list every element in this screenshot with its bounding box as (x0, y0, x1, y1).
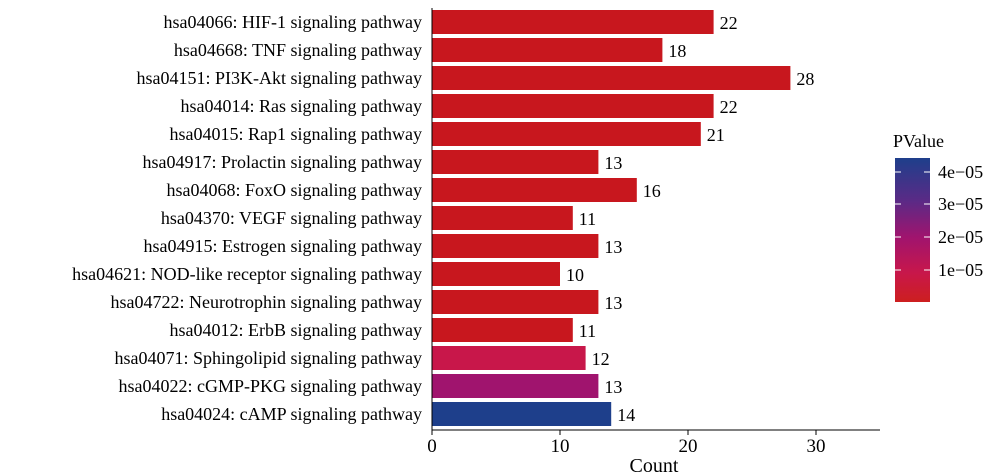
bar (432, 178, 637, 202)
bar-value-label: 14 (617, 405, 635, 425)
bar (432, 290, 599, 314)
category-label: hsa04722: Neurotrophin signaling pathway (111, 292, 422, 312)
bar (432, 206, 573, 230)
category-labels: hsa04066: HIF-1 signaling pathway hsa0466… (72, 12, 422, 424)
bar-value-label: 13 (604, 377, 622, 397)
bar-value-label: 21 (707, 125, 725, 145)
x-tick-label: 30 (807, 436, 826, 457)
category-label: hsa04071: Sphingolipid signaling pathway (115, 348, 423, 368)
category-label: hsa04012: ErbB signaling pathway (170, 320, 422, 340)
x-axis-title: Count (630, 455, 679, 475)
x-tick-label: 0 (427, 436, 437, 457)
bar (432, 346, 586, 370)
x-tick-label: 10 (551, 436, 570, 457)
category-label: hsa04024: cAMP signaling pathway (161, 404, 422, 424)
bar-value-label: 16 (643, 181, 661, 201)
pvalue-legend: PValue 4e−05 3e−05 2e−05 1e−05 (893, 131, 983, 302)
legend-colorbar (895, 158, 930, 302)
bar-value-label: 22 (720, 13, 738, 33)
legend-tick-label: 3e−05 (938, 194, 983, 214)
bar (432, 150, 599, 174)
category-label: hsa04668: TNF signaling pathway (174, 40, 422, 60)
category-label: hsa04621: NOD-like receptor signaling pa… (72, 264, 422, 284)
category-label: hsa04068: FoxO signaling pathway (167, 180, 422, 200)
category-label: hsa04915: Estrogen signaling pathway (144, 236, 422, 256)
bar-value-label: 11 (579, 209, 596, 229)
legend-tick-label: 1e−05 (938, 260, 983, 280)
category-label: hsa04151: PI3K-Akt signaling pathway (137, 68, 422, 88)
bar (432, 10, 714, 34)
bar (432, 374, 599, 398)
bar-value-label: 12 (592, 349, 610, 369)
category-label: hsa04014: Ras signaling pathway (181, 96, 422, 116)
bar (432, 234, 599, 258)
category-label: hsa04917: Prolactin signaling pathway (143, 152, 422, 172)
bar (432, 262, 560, 286)
x-axis: 0 10 20 30 (427, 8, 880, 457)
bar-value-label: 13 (604, 293, 622, 313)
legend-title: PValue (893, 131, 944, 151)
bar (432, 122, 701, 146)
bar (432, 66, 791, 90)
bar-value-label: 28 (796, 69, 814, 89)
bar (432, 402, 612, 426)
bar-value-label: 22 (720, 97, 738, 117)
value-labels: 22 18 28 22 21 13 16 11 13 10 13 11 12 13 14 (566, 13, 814, 425)
category-label: hsa04015: Rap1 signaling pathway (170, 124, 422, 144)
bar (432, 94, 714, 118)
bar-value-label: 10 (566, 265, 584, 285)
bar-value-label: 13 (604, 153, 622, 173)
bar-value-label: 18 (668, 41, 686, 61)
legend-tick-label: 2e−05 (938, 227, 983, 247)
bars (432, 10, 791, 426)
bar (432, 318, 573, 342)
category-label: hsa04370: VEGF signaling pathway (161, 208, 422, 228)
category-label: hsa04066: HIF-1 signaling pathway (164, 12, 422, 32)
legend-tick-label: 4e−05 (938, 162, 983, 182)
bar (432, 38, 663, 62)
x-tick-label: 20 (679, 436, 698, 457)
category-label: hsa04022: cGMP-PKG signaling pathway (119, 376, 422, 396)
bar-value-label: 11 (579, 321, 596, 341)
bar-value-label: 13 (604, 237, 622, 257)
